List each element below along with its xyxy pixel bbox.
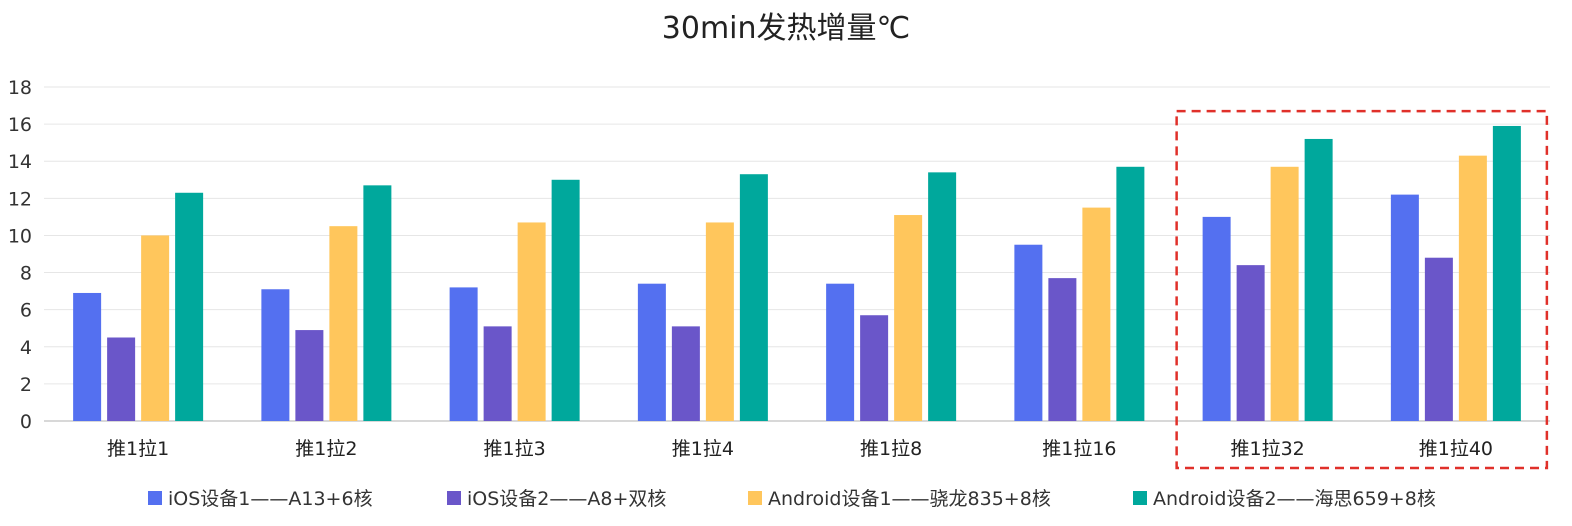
legend-label: iOS设备1——A13+6核 — [168, 488, 373, 510]
legend-label: iOS设备2——A8+双核 — [467, 488, 666, 510]
legend-swatch — [748, 491, 762, 505]
y-tick-label: 10 — [8, 225, 32, 247]
bar-series-3-8 — [1458, 155, 1487, 421]
chart-title: 30min发热增量℃ — [662, 11, 910, 46]
highlight-region — [1175, 109, 1549, 470]
x-tick-label: 推1拉2 — [295, 438, 357, 460]
legend: iOS设备1——A13+6核 iOS设备2——A8+双核 Android设备1——骁… — [148, 488, 1436, 510]
y-tick-label: 16 — [8, 114, 32, 136]
x-axis-ticks: 推1拉1 推1拉2 推1拉3 推1拉4 推1拉8 推1拉16 推1拉32 推1拉40 — [107, 438, 1493, 460]
y-axis-ticks: 0 2 4 6 8 10 12 14 16 18 — [8, 77, 32, 433]
bar-series-2-5 — [860, 315, 889, 421]
bar-series-3-2 — [329, 226, 358, 421]
highlight-dashed-box — [1175, 109, 1549, 470]
y-tick-label: 2 — [20, 374, 32, 396]
bar-series-4-3 — [551, 179, 580, 421]
y-tick-label: 8 — [20, 263, 32, 285]
x-tick-label: 推1拉16 — [1042, 438, 1116, 460]
bar-series-2-7 — [1236, 265, 1265, 421]
bar-series-2-4 — [671, 326, 700, 421]
x-tick-label: 推1拉40 — [1419, 438, 1493, 460]
bar-series-4-7 — [1304, 138, 1333, 421]
legend-item: Android设备2——海思659+8核 — [1133, 488, 1436, 510]
bar-series-3-1 — [141, 235, 170, 421]
legend-swatch — [148, 491, 162, 505]
x-tick-label: 推1拉3 — [484, 438, 546, 460]
legend-item: iOS设备1——A13+6核 — [148, 488, 373, 510]
legend-label: Android设备2——海思659+8核 — [1153, 488, 1436, 510]
y-tick-label: 12 — [8, 188, 32, 210]
y-tick-label: 14 — [8, 151, 32, 173]
x-tick-label: 推1拉32 — [1230, 438, 1304, 460]
bar-series-1-7 — [1202, 216, 1231, 421]
bar-series-4-5 — [928, 172, 957, 421]
bar-series-1-2 — [261, 289, 290, 421]
grid-lines — [44, 86, 1550, 422]
bar-series-2-2 — [295, 330, 324, 421]
bar-series-2-6 — [1048, 278, 1077, 421]
y-tick-label: 6 — [20, 300, 32, 322]
bar-series-4-2 — [363, 185, 392, 421]
legend-item: Android设备1——骁龙835+8核 — [748, 488, 1051, 510]
x-tick-label: 推1拉1 — [107, 438, 169, 460]
y-tick-label: 18 — [8, 77, 32, 99]
bar-series-3-6 — [1082, 207, 1111, 421]
legend-swatch — [1133, 491, 1147, 505]
bars — [73, 125, 1521, 421]
bar-series-3-4 — [705, 222, 734, 421]
x-tick-label: 推1拉8 — [860, 438, 922, 460]
bar-series-4-4 — [739, 174, 768, 421]
bar-series-2-8 — [1424, 257, 1453, 421]
bar-series-1-4 — [637, 283, 666, 421]
y-tick-label: 0 — [20, 411, 32, 433]
bar-series-1-3 — [449, 287, 478, 421]
bar-series-4-8 — [1492, 125, 1521, 421]
legend-label: Android设备1——骁龙835+8核 — [768, 488, 1051, 510]
bar-series-1-8 — [1390, 194, 1419, 421]
bar-series-4-1 — [175, 192, 204, 421]
bar-series-3-7 — [1270, 166, 1299, 421]
bar-series-3-5 — [894, 215, 923, 421]
bar-series-3-3 — [517, 222, 546, 421]
bar-series-1-5 — [826, 283, 855, 421]
legend-swatch — [447, 491, 461, 505]
legend-item: iOS设备2——A8+双核 — [447, 488, 666, 510]
bar-series-2-1 — [107, 337, 136, 421]
y-tick-label: 4 — [20, 337, 32, 359]
bar-series-4-6 — [1116, 166, 1145, 421]
bar-series-1-1 — [73, 292, 102, 421]
bar-series-2-3 — [483, 326, 512, 421]
bar-series-1-6 — [1014, 244, 1043, 421]
x-tick-label: 推1拉4 — [672, 438, 734, 460]
